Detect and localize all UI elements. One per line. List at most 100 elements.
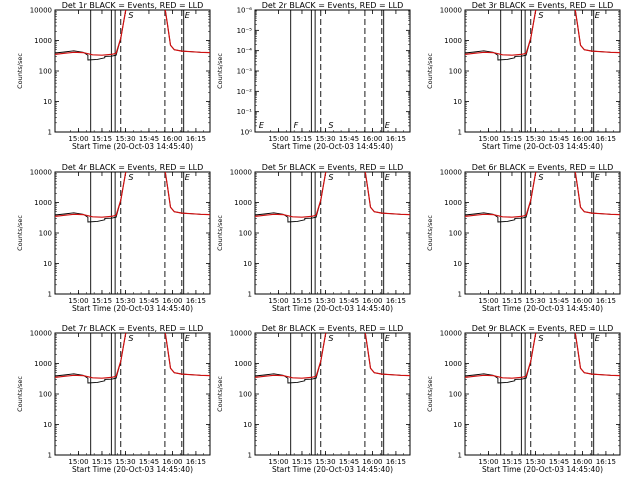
marker-label: S (328, 334, 333, 343)
y-tick-label: 1000 (234, 360, 252, 368)
y-tick-label: 1 (248, 291, 252, 299)
panel-det-5: 1 10 100 1000 10000 15:00 15:15 15:30 15:45 16:00… (216, 163, 411, 313)
series-group (255, 333, 410, 384)
y-tick-label: 1 (458, 129, 462, 137)
x-axis-title: Start Time (20-Oct-03 14:45:40) (72, 465, 193, 474)
x-tick-label: 15:45 (139, 458, 159, 466)
y-tick-label: 10⁻⁵ (237, 27, 253, 35)
x-axis-title: Start Time (20-Oct-03 14:45:40) (72, 142, 193, 151)
x-axis-title: Start Time (20-Oct-03 14:45:40) (272, 304, 393, 313)
series-group (55, 333, 210, 384)
x-tick-label: 16:00 (162, 135, 182, 143)
panel-title: Det 8r BLACK = Events, RED = LLD (262, 324, 404, 333)
time-markers (90, 172, 185, 294)
x-axis-title: Start Time (20-Oct-03 14:45:40) (482, 465, 603, 474)
panel-title: Det 2r BLACK = Events, RED = LLD (262, 1, 404, 10)
y-tick-label: 10000 (30, 7, 52, 15)
time-markers (90, 333, 185, 455)
plot-frame (464, 171, 621, 295)
y-tick-label: 10 (453, 260, 462, 268)
series-group (465, 10, 620, 61)
series-lld-line (55, 10, 210, 56)
plot-frame (254, 9, 411, 133)
x-tick-label: 16:00 (162, 297, 182, 305)
y-tick-label: 100 (39, 391, 52, 399)
x-tick-label: 15:45 (549, 458, 569, 466)
x-tick-label: 15:15 (292, 135, 312, 143)
x-tick-label: 16:15 (186, 458, 206, 466)
x-tick-label: 15:30 (525, 297, 545, 305)
x-tick-label: 16:15 (186, 297, 206, 305)
x-tick-label: 15:45 (339, 297, 359, 305)
x-tick-label: 15:45 (339, 135, 359, 143)
x-tick-label: 16:15 (386, 135, 406, 143)
x-tick-label: 16:15 (596, 458, 616, 466)
marker-label: E (595, 334, 601, 343)
series-lld-line (465, 10, 620, 56)
y-tick-label: 10000 (440, 330, 462, 338)
marker-label: S (328, 173, 333, 182)
time-markers (290, 172, 385, 294)
series-lld-line (255, 172, 410, 218)
y-tick-label: 100 (449, 391, 462, 399)
y-tick-label: 1000 (444, 360, 462, 368)
panel-det-9: 1 10 100 1000 10000 15:00 15:15 15:30 15:45 16:00… (426, 324, 621, 474)
x-tick-label: 16:15 (596, 135, 616, 143)
y-tick-label: 1000 (444, 199, 462, 207)
x-tick-label: 15:30 (315, 458, 335, 466)
time-markers (290, 333, 385, 455)
series-events-line (55, 333, 210, 384)
x-tick-label: 15:15 (292, 458, 312, 466)
marker-label: S (538, 11, 543, 20)
y-axis-title: Counts/sec (216, 53, 224, 89)
x-tick-label: 15:00 (68, 458, 88, 466)
y-axis-title: Counts/sec (16, 376, 24, 412)
x-tick-label: 15:45 (139, 297, 159, 305)
marker-label: F (294, 121, 299, 130)
x-tick-label: 15:15 (502, 135, 522, 143)
series-group (255, 172, 410, 223)
x-tick-label: 15:15 (502, 458, 522, 466)
x-tick-label: 16:15 (186, 135, 206, 143)
x-tick-label: 15:00 (268, 458, 288, 466)
x-tick-label: 15:00 (268, 135, 288, 143)
series-events-line (55, 172, 210, 223)
time-markers (290, 10, 385, 132)
y-tick-label: 100 (239, 230, 252, 238)
y-tick-label: 1000 (34, 360, 52, 368)
series-events-line (465, 172, 620, 223)
y-tick-label: 10000 (30, 169, 52, 177)
series-lld-line (55, 172, 210, 218)
x-tick-label: 16:00 (162, 458, 182, 466)
y-tick-label: 10 (243, 421, 252, 429)
panel-title: Det 1r BLACK = Events, RED = LLD (62, 1, 204, 10)
x-tick-label: 15:30 (115, 297, 135, 305)
y-tick-label: 1 (458, 452, 462, 460)
x-tick-label: 15:30 (315, 135, 335, 143)
x-tick-label: 15:00 (478, 458, 498, 466)
y-tick-label: 10000 (230, 169, 252, 177)
plot-frame (54, 332, 211, 456)
y-tick-label: 100 (449, 230, 462, 238)
y-tick-label: 1000 (34, 37, 52, 45)
x-axis-title: Start Time (20-Oct-03 14:45:40) (272, 465, 393, 474)
x-tick-label: 15:45 (549, 135, 569, 143)
series-events-line (255, 172, 410, 223)
x-tick-label: 15:15 (292, 297, 312, 305)
plot-frame (464, 332, 621, 456)
y-tick-label: 1 (48, 129, 52, 137)
x-tick-label: 15:15 (502, 297, 522, 305)
marker-label: S (328, 121, 333, 130)
x-tick-label: 15:00 (478, 135, 498, 143)
y-tick-label: 1 (248, 452, 252, 460)
panel-det-4: 1 10 100 1000 10000 15:00 15:15 15:30 15:45 16:00… (16, 163, 211, 313)
y-axis-title: Counts/sec (426, 215, 434, 251)
y-tick-label: 1 (48, 452, 52, 460)
marker-label: E (385, 173, 391, 182)
marker-label: S (128, 334, 133, 343)
plot-frame (54, 171, 211, 295)
x-tick-label: 15:45 (139, 135, 159, 143)
panel-det-6: 1 10 100 1000 10000 15:00 15:15 15:30 15:45 16:00… (426, 163, 621, 313)
series-lld-line (55, 333, 210, 379)
